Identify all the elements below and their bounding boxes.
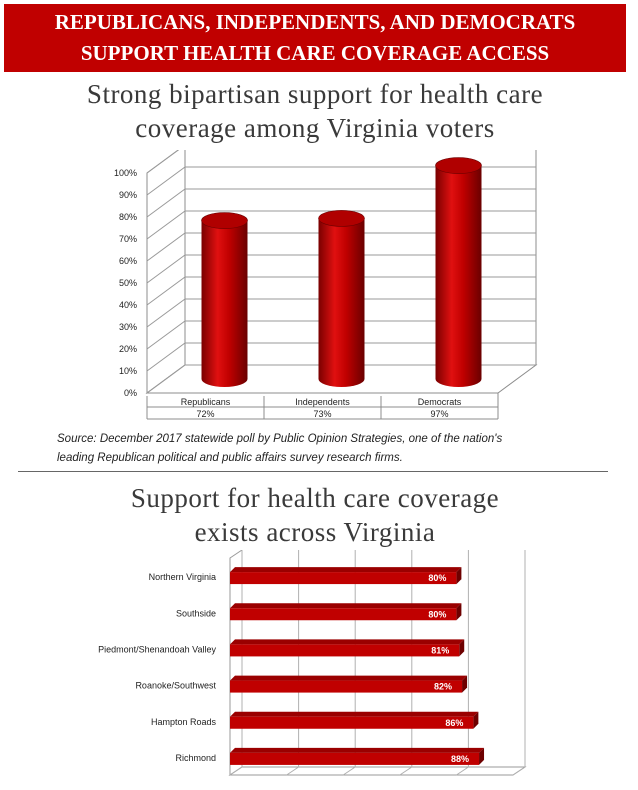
source-line-1: Source: December 2017 statewide poll by … — [57, 433, 503, 445]
bar-value-label: 81% — [431, 645, 449, 655]
banner-line-1: REPUBLICANS, INDEPENDENTS, AND DEMOCRATS — [54, 10, 576, 34]
bar-body — [201, 220, 248, 387]
bar-front-face — [230, 572, 457, 585]
chart2-title-line-2: exists across Virginia — [194, 517, 436, 547]
chart1-y-ticks: 0% 10% 20% 30% 40% 50% 60% 70% 80% 90% 100% — [114, 168, 137, 398]
region-label: Northern Virginia — [149, 572, 216, 582]
bar-top-face — [230, 711, 479, 717]
bar-top-face — [230, 747, 485, 753]
y-tick-label: 0% — [124, 388, 137, 398]
bar-front-face — [230, 608, 457, 621]
region-bar: 81% — [230, 639, 465, 657]
x-category-label: Republicans — [181, 397, 231, 407]
bar-value-label: 80% — [428, 609, 446, 619]
bar-democrats — [435, 157, 482, 387]
data-value-label: 72% — [196, 409, 214, 419]
data-value-label: 97% — [430, 409, 448, 419]
y-tick-label: 90% — [119, 190, 137, 200]
bar-end-face — [462, 675, 468, 693]
bar-end-face — [479, 747, 485, 765]
bar-front-face — [230, 680, 463, 693]
chart1-title-line-1: Strong bipartisan support for health car… — [86, 79, 544, 109]
bar-top — [318, 210, 365, 227]
bar-front-face — [230, 644, 460, 657]
region-label: Roanoke/Southwest — [135, 681, 216, 691]
bar-end-face — [473, 711, 479, 729]
chart2-y-labels: Northern Virginia Southside Piedmont/Shena… — [98, 572, 216, 763]
x-category-label: Independents — [295, 397, 350, 407]
source-note: Source: December 2017 statewide poll by … — [57, 430, 617, 468]
bar-top — [435, 157, 482, 174]
y-tick-label: 20% — [119, 344, 137, 354]
section-divider — [18, 471, 608, 472]
region-support-chart: 80% 80% 81% 82% 86% 88% Northern Virginia South… — [98, 550, 527, 776]
region-bar: 86% — [230, 711, 479, 729]
bar-end-face — [456, 603, 462, 621]
chart1-bars — [201, 157, 482, 387]
bar-value-label: 82% — [434, 682, 452, 692]
bar-end-face — [456, 567, 462, 585]
bar-top-face — [230, 603, 462, 609]
region-label: Richmond — [175, 753, 216, 763]
chart2-bars: 80% 80% 81% 82% 86% 88% — [230, 567, 485, 765]
x-category-label: Democrats — [418, 397, 462, 407]
chart2-title: Support for health care coverage exists … — [0, 481, 630, 549]
bar-top — [201, 212, 248, 229]
party-support-chart: 0% 10% 20% 30% 40% 50% 60% 70% 80% 90% 100% Republi… — [114, 150, 538, 420]
bar-end-face — [459, 639, 465, 657]
chart1-data-table: Republicans 72% Independents 73% Democrats 97… — [146, 393, 499, 420]
bar-front-face — [230, 752, 480, 765]
region-bar: 80% — [230, 567, 462, 585]
bar-independents — [318, 210, 365, 387]
y-tick-label: 50% — [119, 278, 137, 288]
data-value-label: 73% — [313, 409, 331, 419]
chart1-title: Strong bipartisan support for health car… — [0, 77, 630, 145]
bar-top-face — [230, 639, 465, 645]
chart1-gridlines — [146, 150, 536, 394]
region-bar: 88% — [230, 747, 485, 765]
bar-republicans — [201, 212, 248, 387]
header-banner: REPUBLICANS, INDEPENDENTS, AND DEMOCRATS… — [4, 4, 626, 72]
y-tick-label: 30% — [119, 322, 137, 332]
chart2-gridlines — [229, 550, 526, 776]
bar-value-label: 88% — [451, 754, 469, 764]
bar-body — [318, 218, 365, 387]
y-tick-label: 100% — [114, 168, 137, 178]
region-bar: 82% — [230, 675, 468, 693]
chart1-title-line-2: coverage among Virginia voters — [135, 113, 495, 143]
region-bar: 80% — [230, 603, 462, 621]
banner-line-2: SUPPORT HEALTH CARE COVERAGE ACCESS — [80, 41, 550, 65]
y-tick-label: 10% — [119, 366, 137, 376]
bar-front-face — [230, 716, 474, 729]
bar-top-face — [230, 675, 468, 681]
bar-value-label: 80% — [428, 573, 446, 583]
bar-value-label: 86% — [445, 718, 463, 728]
region-label: Piedmont/Shenandoah Valley — [98, 644, 216, 654]
y-tick-label: 60% — [119, 256, 137, 266]
y-tick-label: 70% — [119, 234, 137, 244]
region-label: Southside — [176, 608, 216, 618]
region-label: Hampton Roads — [151, 717, 217, 727]
bar-body — [435, 165, 482, 387]
y-tick-label: 80% — [119, 212, 137, 222]
chart2-title-line-1: Support for health care coverage — [130, 483, 500, 513]
source-line-2: leading Republican political and public … — [57, 452, 403, 464]
y-tick-label: 40% — [119, 300, 137, 310]
bar-top-face — [230, 567, 462, 573]
